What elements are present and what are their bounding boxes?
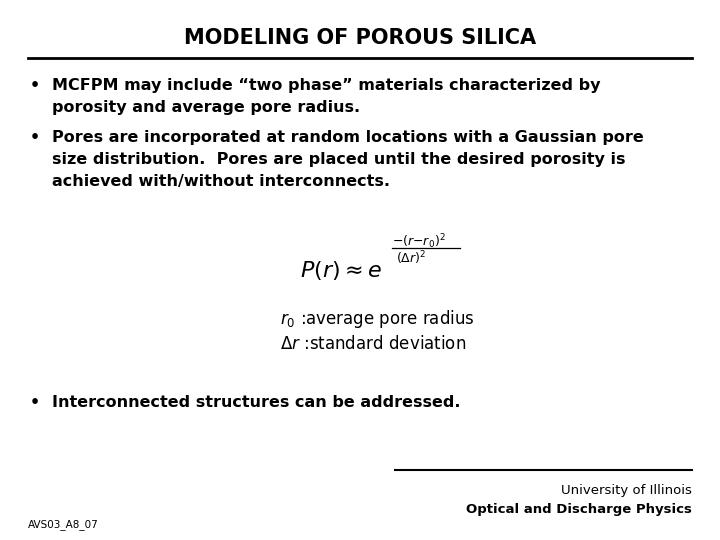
Text: Optical and Discharge Physics: Optical and Discharge Physics [466,503,692,516]
Text: $r_0$ :average pore radius: $r_0$ :average pore radius [280,308,474,330]
Text: •: • [30,130,40,145]
Text: porosity and average pore radius.: porosity and average pore radius. [52,100,360,115]
Text: $(\Delta r)^2$: $(\Delta r)^2$ [396,249,426,267]
Text: Pores are incorporated at random locations with a Gaussian pore: Pores are incorporated at random locatio… [52,130,644,145]
Text: University of Illinois: University of Illinois [561,484,692,497]
Text: $P(r){\approx}e$: $P(r){\approx}e$ [300,259,382,281]
Text: •: • [30,395,40,410]
Text: MCFPM may include “two phase” materials characterized by: MCFPM may include “two phase” materials … [52,78,600,93]
Text: achieved with/without interconnects.: achieved with/without interconnects. [52,174,390,189]
Text: size distribution.  Pores are placed until the desired porosity is: size distribution. Pores are placed unti… [52,152,626,167]
Text: Interconnected structures can be addressed.: Interconnected structures can be address… [52,395,461,410]
Text: MODELING OF POROUS SILICA: MODELING OF POROUS SILICA [184,28,536,48]
Text: $\Delta r$ :standard deviation: $\Delta r$ :standard deviation [280,335,467,353]
Text: $-(r{-}r_0)^2$: $-(r{-}r_0)^2$ [392,232,446,251]
Text: •: • [30,78,40,93]
Text: AVS03_A8_07: AVS03_A8_07 [28,519,99,530]
